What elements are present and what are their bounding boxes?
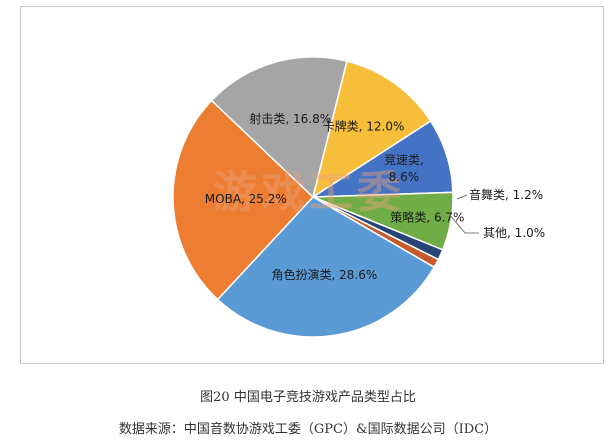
pie-labels: 卡牌类, 12.0% 竞速类, 8.6% 策略类, 6.7% 音舞类, 1.2% 其他, … [205,111,545,282]
slice-label-2: 竞速类, 8.6% [384,153,424,184]
leader-line-5 [448,213,479,234]
pie-slices [172,56,454,338]
slice-label-7: MOBA, 25.2% [205,192,287,206]
slice-label-8: 射击类, 16.8% [249,111,331,126]
slice-label-4: 音舞类, 1.2% [469,187,543,202]
chart-frame: 游戏工委 卡牌类, 12.0% 竞速类, 8.6% 策略类, 6.7% 音舞类, 1.2… [20,6,604,364]
watermark-text: 游戏工委 [213,167,405,218]
pie-slice-7 [172,99,315,301]
pie-chart: 游戏工委 卡牌类, 12.0% 竞速类, 8.6% 策略类, 6.7% 音舞类, 1.2… [172,56,545,338]
figure-caption: 图20 中国电子竞技游戏产品类型占比 [200,390,416,405]
slice-label-3: 策略类, 6.7% [390,209,464,224]
pie-slice-1 [311,60,432,199]
slice-label-5: 其他, 1.0% [483,226,545,240]
pie-slice-6 [216,196,436,338]
leader-line-4 [456,194,468,200]
slice-label-1: 卡牌类, 12.0% [323,119,405,133]
slice-label-6: 角色扮演类, 28.6% [272,267,378,282]
figure-source: 数据来源：中国音数协游戏工委（GPC）&国际数据公司（IDC） [118,422,498,437]
pie-slice-8 [210,56,348,199]
